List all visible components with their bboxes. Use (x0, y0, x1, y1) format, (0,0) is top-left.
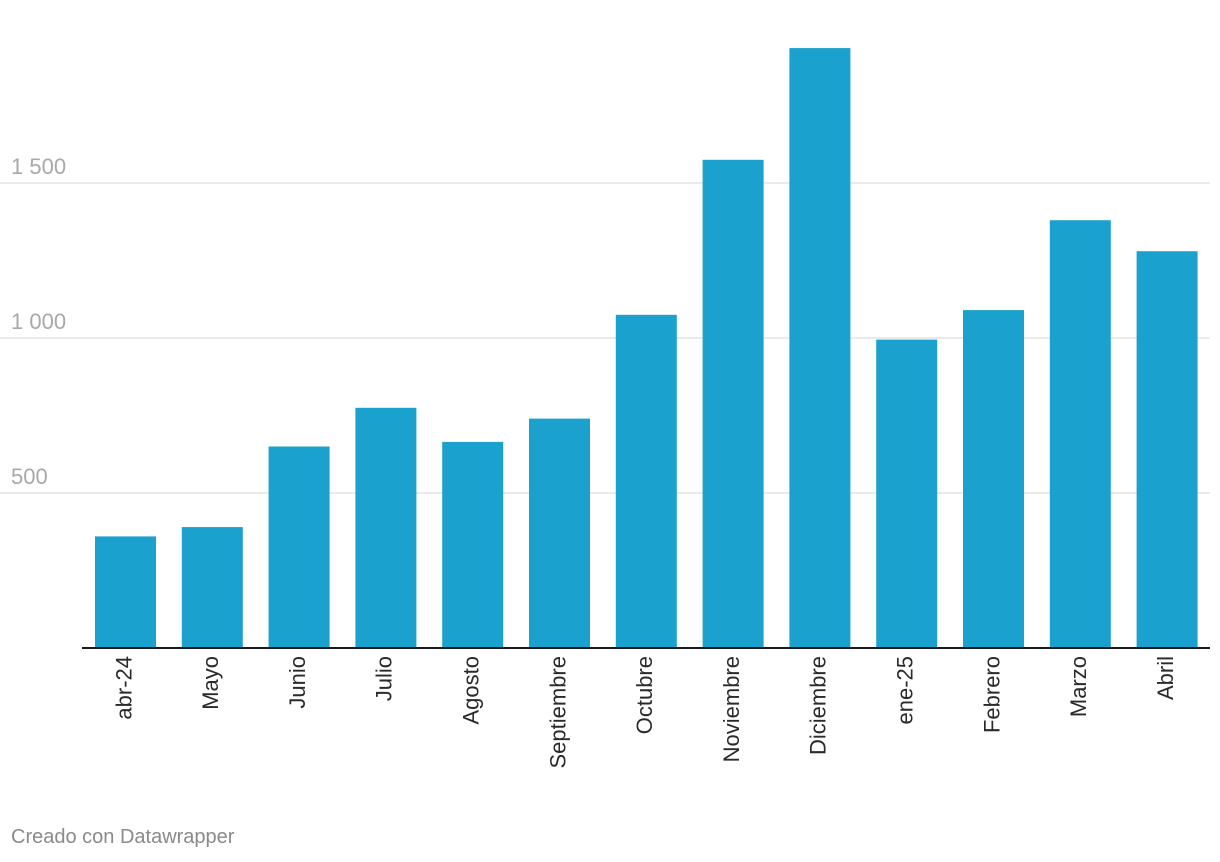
x-tick-label: Diciembre (806, 656, 831, 755)
x-tick-label: Julio (372, 656, 397, 701)
bar (95, 536, 156, 648)
credit-text: Creado con Datawrapper (11, 826, 235, 848)
y-tick-label: 1 500 (11, 154, 66, 179)
x-tick-label: ene-25 (893, 656, 918, 725)
bar (1136, 251, 1198, 648)
x-tick-label: Junio (285, 656, 310, 709)
x-tick-label: Mayo (198, 656, 223, 710)
y-tick-label: 1 000 (11, 309, 66, 334)
bar (615, 314, 677, 649)
y-tick-label: 500 (11, 464, 48, 489)
bar (268, 446, 330, 648)
bar (181, 527, 243, 648)
x-tick-label: Septiembre (545, 656, 570, 769)
bar (876, 339, 938, 648)
bar (442, 441, 504, 648)
bar (529, 418, 590, 648)
x-tick-label: Noviembre (719, 656, 744, 762)
bars (95, 48, 1198, 649)
gridlines (0, 182, 1210, 494)
bar (702, 159, 764, 649)
x-tick-label: abr-24 (111, 656, 136, 720)
y-axis-tick-labels: 500 1 000 1 500 (11, 154, 66, 489)
x-tick-label: Marzo (1066, 656, 1091, 717)
bar (963, 310, 1024, 648)
x-tick-label: Agosto (459, 656, 484, 725)
bar (355, 407, 417, 649)
x-tick-label: Abril (1153, 656, 1178, 700)
x-tick-label: Octubre (632, 656, 657, 734)
x-tick-label: Febrero (979, 656, 1004, 733)
bar (789, 48, 851, 649)
x-axis-tick-labels: abr-24 Mayo Junio Julio Agosto Septiembre Octu… (111, 656, 1178, 769)
bar (1049, 220, 1111, 648)
